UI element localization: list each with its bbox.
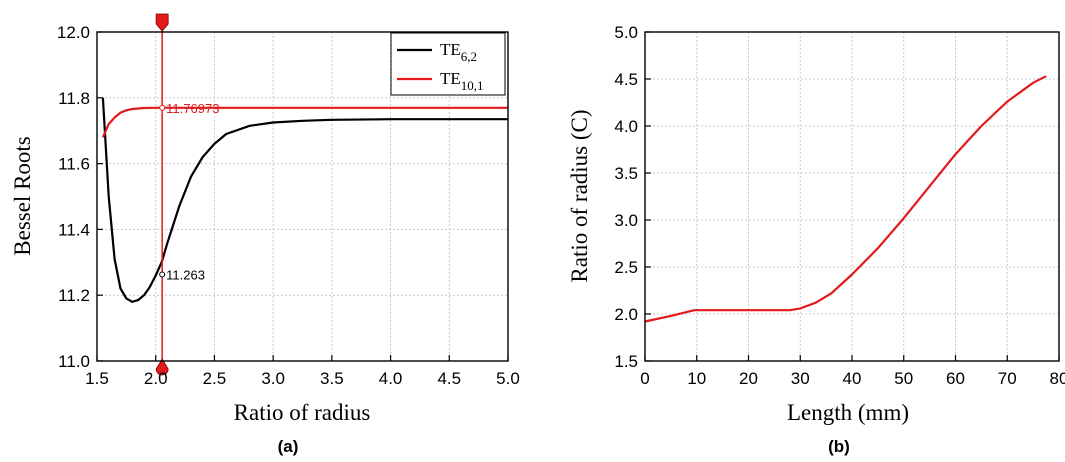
legend: TE6,2 TE10,1: [390, 32, 506, 96]
cursor-value-label: 11.76973: [166, 101, 219, 116]
y-tick-label: 3.5: [614, 164, 638, 183]
x-tick-label: 0: [640, 369, 649, 388]
x-axis-title-a: Ratio of radius: [234, 400, 371, 425]
y-tick-label: 4.0: [614, 117, 638, 136]
cursor-marker: [159, 104, 166, 111]
x-tick-label: 60: [946, 369, 965, 388]
ticks-b: 0 10 20 30 40 50 60 70 80 1.5 2.0 2.5 3.0 3.5 4.0 4.5 5.…: [614, 23, 1065, 388]
y-tick-label: 4.5: [614, 70, 638, 89]
cursor-bottom-handle[interactable]: [155, 358, 169, 376]
x-tick-label: 2.5: [203, 369, 227, 388]
y-tick-label: 11.6: [58, 155, 90, 174]
panel-label-a: (a): [278, 437, 299, 456]
series-line-a-1: [101, 106, 508, 138]
x-tick-label: 10: [687, 369, 706, 388]
y-tick-label: 2.5: [614, 258, 638, 277]
legend-te62-sub: 6,2: [461, 49, 477, 64]
x-tick-label: 50: [894, 369, 913, 388]
x-tick-label: 20: [739, 369, 758, 388]
series-line-b-0: [644, 75, 1047, 323]
series-line-a-0: [101, 97, 508, 303]
x-tick-label: 3.0: [261, 369, 285, 388]
x-tick-label: 4.0: [379, 369, 403, 388]
cursor-value-label: 11.263: [166, 267, 205, 282]
y-tick-label: 12.0: [57, 23, 90, 42]
y-tick-label: 11.0: [58, 352, 90, 371]
x-axis-title-b: Length (mm): [787, 400, 909, 425]
legend-te101-main: TE: [440, 69, 461, 88]
series-a: [101, 97, 508, 303]
cursor-top-handle[interactable]: [155, 13, 169, 32]
axes-frame-a: [96, 31, 509, 362]
y-axis-title-b: Ratio of radius (C): [567, 109, 592, 282]
panel-b: 0 10 20 30 40 50 60 70 80 1.5 2.0 2.5 3.0 3.5 4.0 4.5 5.…: [567, 23, 1065, 456]
legend-te62-main: TE: [440, 40, 461, 59]
y-axis-title-a: Bessel Roots: [10, 136, 35, 256]
y-tick-label: 1.5: [614, 352, 638, 371]
y-tick-label: 2.0: [614, 305, 638, 324]
y-tick-label: 3.0: [614, 211, 638, 230]
ticks-a: 1.5 2.0 2.5 3.0 3.5 4.0 4.5 5.0 11.0 11.2 11.4 11.6…: [57, 23, 520, 388]
x-tick-label: 30: [791, 369, 810, 388]
x-tick-label: 40: [843, 369, 862, 388]
x-tick-label: 4.5: [437, 369, 461, 388]
cursor-marker: [159, 271, 166, 278]
data-cursor[interactable]: 11.76973 11.263: [155, 13, 219, 376]
x-tick-label: 3.5: [320, 369, 344, 388]
x-tick-label: 2.0: [144, 369, 168, 388]
legend-entry-te62: TE6,2: [440, 40, 477, 64]
x-tick-label: 70: [998, 369, 1017, 388]
grid-a: [97, 32, 508, 361]
y-tick-label: 11.8: [58, 89, 90, 108]
legend-te101-sub: 10,1: [461, 78, 484, 93]
x-tick-label: 5.0: [496, 369, 520, 388]
x-tick-label: 80: [1050, 369, 1065, 388]
y-tick-label: 11.2: [58, 286, 90, 305]
y-tick-label: 11.4: [58, 220, 90, 239]
x-tick-label: 1.5: [85, 369, 109, 388]
panel-label-b: (b): [828, 437, 850, 456]
grid-b: [645, 32, 1059, 361]
legend-box: [390, 32, 506, 96]
legend-entry-te101: TE10,1: [440, 69, 484, 93]
series-b: [644, 75, 1047, 323]
y-tick-label: 5.0: [614, 23, 638, 42]
